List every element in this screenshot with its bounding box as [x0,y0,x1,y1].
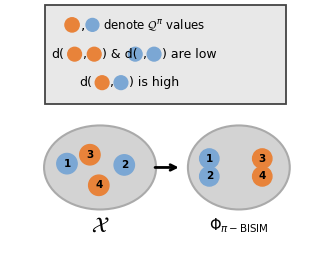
Text: denote $\mathcal{Q}^{\pi}$ values: denote $\mathcal{Q}^{\pi}$ values [103,17,205,33]
Circle shape [68,47,82,61]
Text: 2: 2 [121,160,128,170]
Circle shape [87,47,101,61]
Circle shape [114,155,134,175]
Circle shape [200,167,219,186]
Circle shape [252,149,272,168]
Text: 3: 3 [86,150,93,160]
Text: ,: , [83,48,87,61]
Text: 4: 4 [259,171,266,182]
Text: ) & d(: ) & d( [102,48,137,61]
Text: 4: 4 [95,180,103,190]
Text: d(: d( [52,48,65,61]
Text: 3: 3 [259,154,266,164]
Ellipse shape [44,125,156,209]
Text: ,: , [110,76,114,89]
Circle shape [80,145,100,165]
Text: 1: 1 [206,154,213,164]
Text: ,: , [143,48,147,61]
Circle shape [86,18,99,31]
Circle shape [95,76,109,90]
Circle shape [114,76,128,90]
Circle shape [128,47,142,61]
Text: ) are low: ) are low [162,48,216,61]
Text: 2: 2 [206,171,213,182]
Circle shape [57,153,77,174]
Text: ,: , [81,18,85,32]
Circle shape [147,47,161,61]
Text: $\Phi_{\pi-\mathrm{BISIM}}$: $\Phi_{\pi-\mathrm{BISIM}}$ [209,217,269,235]
Circle shape [252,167,272,186]
FancyBboxPatch shape [45,5,286,104]
Circle shape [200,149,219,168]
Circle shape [89,175,109,196]
Text: 1: 1 [63,159,71,169]
Text: ) is high: ) is high [129,76,179,89]
Circle shape [65,18,79,32]
Text: d(: d( [80,76,93,89]
Text: $\mathcal{X}$: $\mathcal{X}$ [91,216,109,236]
Ellipse shape [188,125,290,209]
